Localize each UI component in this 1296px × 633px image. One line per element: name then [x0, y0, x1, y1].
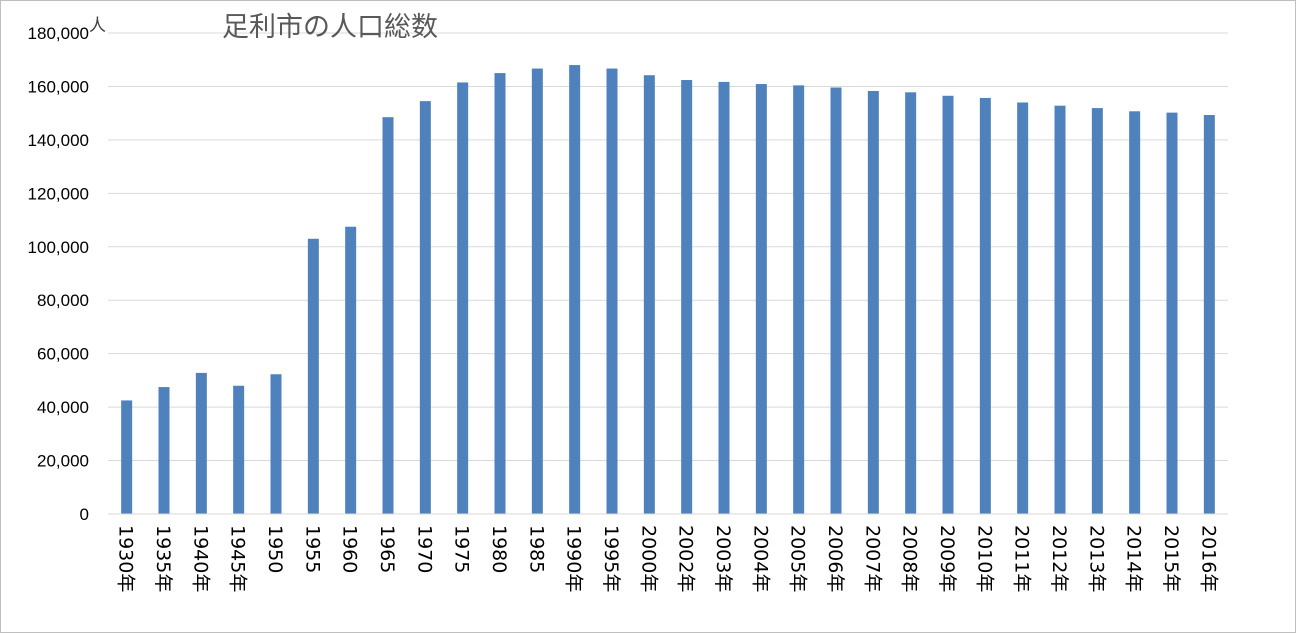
- x-tick-label: 2015年: [1160, 525, 1182, 592]
- bar: [643, 75, 655, 515]
- x-tick-label: 2004年: [749, 525, 771, 592]
- x-tick-label: 2010年: [973, 525, 995, 592]
- x-axis-ticks: 1930年 1935年 1940年 1945年 1950 1955 1960 1965 1970…: [115, 525, 1220, 592]
- y-tick-label: 180,000: [28, 24, 89, 43]
- y-tick-label: 60,000: [37, 345, 89, 364]
- y-tick-label: 120,000: [28, 184, 89, 203]
- bar: [195, 372, 207, 514]
- x-tick-label: 2016年: [1197, 525, 1219, 592]
- gridlines: [108, 32, 1228, 462]
- bar: [1091, 108, 1103, 514]
- x-tick-label: 1950: [264, 525, 286, 573]
- bar: [569, 65, 581, 515]
- x-tick-label: 2011年: [1011, 525, 1033, 592]
- bar: [419, 101, 431, 515]
- chart-title: 足利市の人口総数: [222, 12, 438, 43]
- x-tick-label: 1995年: [600, 525, 622, 592]
- bar: [1054, 105, 1066, 514]
- x-tick-label: 2006年: [824, 525, 846, 592]
- x-tick-label: 1940年: [189, 525, 211, 592]
- y-tick-label: 80,000: [37, 291, 89, 310]
- bar: [382, 117, 394, 515]
- y-tick-label: 0: [80, 505, 89, 524]
- bar: [270, 374, 282, 514]
- bar: [755, 84, 767, 515]
- bar: [681, 80, 693, 514]
- bar: [830, 87, 842, 514]
- bar: [793, 85, 805, 515]
- bar: [867, 90, 879, 515]
- x-tick-label: 1935年: [152, 525, 174, 592]
- bar: [233, 385, 245, 514]
- bar: [905, 92, 917, 514]
- bar: [494, 73, 506, 514]
- y-tick-label: 140,000: [28, 131, 89, 150]
- x-tick-label: 1960: [339, 525, 361, 573]
- x-tick-label: 2002年: [675, 525, 697, 592]
- bar: [1129, 111, 1141, 514]
- x-tick-label: 1965: [376, 525, 398, 573]
- bar: [606, 68, 618, 514]
- bar: [121, 400, 133, 514]
- bar: [457, 82, 469, 515]
- x-tick-label: 2009年: [936, 525, 958, 592]
- y-axis-unit-label: 人: [89, 16, 106, 36]
- x-tick-label: 1955: [301, 525, 323, 573]
- x-tick-label: 2012年: [1048, 525, 1070, 592]
- x-tick-label: 2007年: [861, 525, 883, 592]
- y-tick-label: 40,000: [37, 398, 89, 417]
- x-tick-label: 2003年: [712, 525, 734, 592]
- y-tick-label: 160,000: [28, 77, 89, 96]
- x-tick-label: 1975: [451, 525, 473, 573]
- bar: [1203, 115, 1215, 514]
- y-axis-ticks: 0 20,000 40,000 60,000 80,000 100,000 120,000 1…: [28, 24, 89, 524]
- y-tick-label: 100,000: [28, 238, 89, 257]
- bar: [942, 95, 954, 514]
- x-tick-label: 2000年: [637, 525, 659, 592]
- bar: [1166, 112, 1178, 514]
- x-tick-label: 1980: [488, 525, 510, 573]
- x-tick-label: 2013年: [1085, 525, 1107, 592]
- bars: [121, 65, 1215, 515]
- x-tick-label: 1945年: [227, 525, 249, 592]
- bar: [718, 81, 730, 514]
- x-tick-label: 2008年: [899, 525, 921, 592]
- x-tick-label: 2005年: [787, 525, 809, 592]
- bar: [979, 97, 991, 514]
- bar: [307, 238, 319, 514]
- bar: [1017, 102, 1029, 514]
- x-tick-label: 1990年: [563, 525, 585, 592]
- bar: [345, 226, 357, 514]
- x-tick-label: 1985: [525, 525, 547, 573]
- x-tick-label: 1930年: [115, 525, 137, 592]
- bar: [531, 68, 543, 514]
- y-tick-label: 20,000: [37, 452, 89, 471]
- bar: [158, 387, 170, 514]
- x-tick-label: 1970: [413, 525, 435, 573]
- x-tick-label: 2014年: [1123, 525, 1145, 592]
